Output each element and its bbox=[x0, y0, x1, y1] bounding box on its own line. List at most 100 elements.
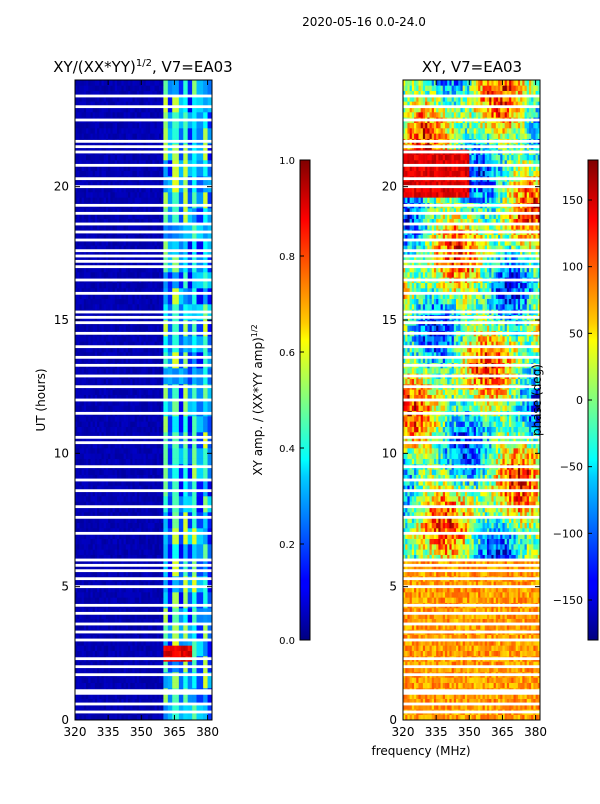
heatmap-cell bbox=[92, 426, 96, 433]
heatmap-cell bbox=[207, 693, 211, 699]
heatmap-cell bbox=[158, 624, 162, 630]
heatmap-cell bbox=[116, 400, 120, 406]
heatmap-cell bbox=[158, 661, 162, 667]
heatmap-cell bbox=[181, 634, 184, 641]
heatmap-cell bbox=[123, 640, 127, 646]
heatmap-cell bbox=[189, 341, 193, 347]
heatmap-cell bbox=[163, 506, 166, 513]
heatmap-cell bbox=[150, 560, 153, 566]
heatmap-cell bbox=[128, 336, 131, 342]
heatmap-cell bbox=[154, 304, 158, 310]
heatmap-cell bbox=[75, 586, 78, 593]
heatmap-cell bbox=[150, 458, 153, 465]
heatmap-cell bbox=[174, 661, 177, 667]
heatmap-cell bbox=[145, 421, 149, 427]
heatmap-cell bbox=[165, 586, 169, 593]
heatmap-cell bbox=[152, 346, 155, 353]
heatmap-cell bbox=[158, 714, 162, 721]
heatmap-cell bbox=[134, 416, 138, 422]
heatmap-cell bbox=[187, 357, 191, 363]
heatmap-cell bbox=[203, 437, 206, 443]
heatmap-cell bbox=[79, 490, 82, 497]
heatmap-cell bbox=[198, 512, 202, 518]
heatmap-cell bbox=[203, 586, 206, 593]
heatmap-cell bbox=[207, 522, 211, 529]
heatmap-cell bbox=[187, 645, 191, 651]
heatmap-cell bbox=[81, 560, 85, 566]
heatmap-cell bbox=[161, 298, 164, 305]
heatmap-cell bbox=[88, 522, 91, 529]
heatmap-cell bbox=[174, 613, 177, 619]
heatmap-cell bbox=[94, 298, 98, 305]
heatmap-cell bbox=[185, 442, 188, 449]
heatmap-cell bbox=[163, 458, 166, 465]
heatmap-cell bbox=[158, 698, 162, 705]
heatmap-cell bbox=[163, 549, 166, 555]
heatmap-cell bbox=[185, 666, 188, 673]
heatmap-cell bbox=[194, 357, 197, 363]
heatmap-cell bbox=[183, 442, 186, 449]
heatmap-cell bbox=[183, 650, 186, 657]
heatmap-cell bbox=[119, 698, 122, 705]
heatmap-cell bbox=[136, 496, 140, 502]
heatmap-cell bbox=[147, 682, 151, 689]
heatmap-cell bbox=[167, 426, 171, 433]
heatmap-cell bbox=[88, 624, 91, 630]
heatmap-cell bbox=[209, 661, 213, 667]
heatmap-cell bbox=[79, 416, 82, 422]
heatmap-cell bbox=[88, 592, 91, 598]
heatmap-cell bbox=[116, 496, 120, 502]
heatmap-cell bbox=[92, 437, 96, 443]
heatmap-cell bbox=[181, 645, 184, 651]
heatmap-cell bbox=[194, 586, 197, 593]
heatmap-cell bbox=[86, 549, 89, 555]
heatmap-cell bbox=[132, 357, 135, 363]
heatmap-cell bbox=[83, 704, 87, 710]
heatmap-cell bbox=[203, 346, 206, 353]
heatmap-cell bbox=[205, 512, 208, 518]
heatmap-cell bbox=[181, 426, 184, 433]
heatmap-cell bbox=[163, 490, 166, 497]
heatmap-cell bbox=[103, 533, 107, 539]
heatmap-cell bbox=[77, 490, 80, 497]
heatmap-cell bbox=[167, 405, 171, 411]
heatmap-cell bbox=[132, 677, 135, 683]
heatmap-cell bbox=[165, 394, 169, 401]
heatmap-cell bbox=[125, 288, 129, 294]
heatmap-cell bbox=[154, 512, 158, 518]
heatmap-cell bbox=[83, 405, 87, 411]
heatmap-cell bbox=[92, 421, 96, 427]
heatmap-cell bbox=[123, 458, 127, 465]
heatmap-cell bbox=[141, 693, 144, 699]
heatmap-cell bbox=[156, 474, 160, 481]
heatmap-cell bbox=[176, 554, 180, 561]
heatmap-cell bbox=[189, 512, 193, 518]
heatmap-cell bbox=[94, 304, 98, 310]
heatmap-cell bbox=[176, 416, 180, 422]
heatmap-cell bbox=[207, 357, 211, 363]
heatmap-cell bbox=[132, 538, 135, 545]
heatmap-cell bbox=[200, 650, 204, 657]
heatmap-cell bbox=[92, 506, 96, 513]
heatmap-cell bbox=[141, 490, 144, 497]
heatmap-cell bbox=[103, 512, 107, 518]
heatmap-cell bbox=[81, 405, 85, 411]
heatmap-cell bbox=[141, 506, 144, 513]
heatmap-cell bbox=[143, 698, 147, 705]
heatmap-cell bbox=[145, 624, 149, 630]
heatmap-cell bbox=[194, 549, 197, 555]
heatmap-cell bbox=[150, 538, 153, 545]
heatmap-cell bbox=[152, 650, 155, 657]
heatmap-cell bbox=[152, 357, 155, 363]
heatmap-cell bbox=[103, 378, 107, 385]
heatmap-cell bbox=[86, 640, 89, 646]
heatmap-cell bbox=[108, 352, 111, 358]
heatmap-cell bbox=[139, 416, 142, 422]
heatmap-cell bbox=[203, 693, 206, 699]
heatmap-cell bbox=[92, 368, 96, 374]
heatmap-cell bbox=[176, 570, 180, 577]
heatmap-cell bbox=[79, 432, 82, 438]
heatmap-cell bbox=[110, 501, 113, 507]
heatmap-cell bbox=[161, 704, 164, 710]
heatmap-cell bbox=[172, 698, 175, 705]
